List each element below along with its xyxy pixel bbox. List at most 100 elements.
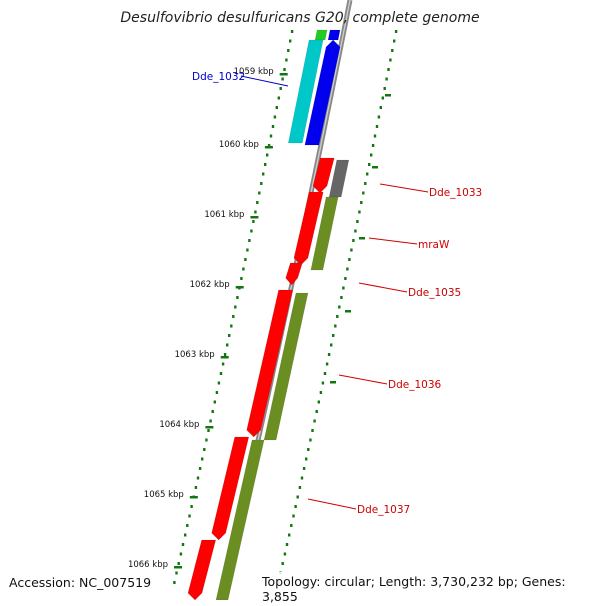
gc-skew-track-outer (354, 229, 357, 233)
gc-skew-track-outer (307, 448, 310, 451)
scale-label: 1063 kbp (175, 350, 215, 360)
gc-skew-track-outer (332, 334, 335, 337)
gc-skew-track-inner (277, 96, 280, 100)
scale-label: 1061 kbp (204, 210, 244, 220)
gene-label-dde-1032: Dde_1032 (192, 71, 245, 83)
gc-skew-track-outer (377, 115, 381, 119)
gc-skew-track-inner (211, 410, 214, 413)
gc-skew-track-outer (296, 495, 299, 499)
genome-summary-label: Topology: circular; Length: 3,730,232 bp… (258, 572, 600, 606)
cog-feature-cyan (287, 39, 324, 144)
cds-feature-next (187, 539, 217, 600)
gc-skew-track-inner (275, 106, 278, 109)
gc-skew-track-outer (290, 524, 293, 527)
scale-tick (220, 356, 229, 359)
gc-skew-track-outer (394, 30, 398, 33)
gc-skew-track-inner (184, 533, 187, 537)
cds-feature-dde-1032 (304, 39, 341, 146)
gc-skew-track-inner (198, 467, 202, 470)
cds-feature-dde-1035 (285, 262, 303, 286)
gc-skew-track-inner (273, 115, 277, 119)
gc-skew-track-inner (271, 125, 275, 128)
gc-skew-track-inner (215, 391, 219, 394)
gc-skew-track-outer (370, 153, 373, 157)
gc-skew-track-outer (389, 58, 392, 62)
gc-skew-track-inner (252, 220, 255, 223)
gc-skew-track-inner (228, 334, 231, 337)
gc-skew-track-inner (207, 429, 210, 432)
gc-skew-track-outer (387, 68, 390, 71)
scale-label: 1062 kbp (190, 280, 230, 290)
scale-label: 1066 kbp (128, 560, 168, 570)
scale-label: 1065 kbp (144, 490, 184, 500)
gc-skew-track-outer (327, 353, 331, 356)
gc-skew-track-inner (287, 49, 290, 52)
cog-feature-olive-1037 (215, 439, 265, 600)
gc-skew-track-inner (230, 324, 233, 328)
gc-skew-track-inner (244, 258, 247, 261)
gc-skew-track-inner (283, 68, 286, 71)
scale-tick (264, 146, 273, 149)
gc-skew-track-outer (319, 391, 323, 394)
cog-feature-blue (327, 29, 341, 41)
scale-tick (174, 566, 183, 569)
gc-skew-track-outer (383, 87, 386, 90)
scale-tick (235, 286, 244, 289)
gc-peak-mark (345, 310, 351, 313)
gc-skew-track-outer (315, 410, 318, 413)
gc-skew-track-inner (217, 381, 221, 385)
gc-skew-track-outer (391, 49, 394, 52)
gc-skew-track-inner (264, 163, 267, 166)
gc-skew-track-outer (358, 210, 361, 214)
gene-label-dde-1037: Dde_1037 (357, 504, 410, 516)
gc-skew-track-inner (190, 505, 193, 508)
gc-skew-track-inner (177, 562, 180, 565)
gc-skew-track-outer (323, 372, 327, 375)
gc-skew-track-inner (201, 457, 204, 461)
gc-skew-track-inner (196, 476, 200, 480)
gc-skew-track-inner (246, 248, 249, 252)
scale-tick (189, 496, 198, 499)
scale-tick (279, 73, 288, 76)
gc-skew-track-inner (232, 315, 235, 318)
gc-skew-track-inner (262, 172, 265, 176)
gc-skew-track-outer (330, 343, 333, 347)
gc-skew-track-outer (346, 267, 349, 271)
gc-skew-track-inner (205, 438, 208, 442)
gc-peak-mark (359, 237, 365, 240)
scale-label: 1060 kbp (219, 140, 259, 150)
gc-skew-track-inner (219, 372, 223, 375)
gc-skew-track-outer (294, 505, 297, 508)
gc-skew-track-inner (213, 400, 216, 404)
gc-skew-track-inner (234, 305, 237, 309)
gc-skew-track-outer (393, 39, 396, 43)
gc-skew-track-outer (317, 400, 320, 404)
gc-skew-track-inner (254, 210, 257, 214)
gc-skew-track-inner (188, 514, 191, 518)
gc-skew-track-outer (362, 191, 365, 195)
gc-skew-track-outer (340, 296, 343, 299)
cog-feature-olive-mraw (310, 196, 339, 271)
map-title: Desulfovibrio desulfuricans G20, complet… (120, 10, 480, 26)
gc-skew-track-inner (223, 353, 227, 356)
cds-feature-mraw (293, 191, 324, 266)
gene-label-dde-1037-leader (307, 498, 357, 510)
gene-label-dde-1035: Dde_1035 (408, 287, 461, 299)
cog-feature-olive-1036 (263, 292, 309, 441)
gene-label-dde-1035-leader (358, 282, 408, 293)
gc-skew-track-outer (285, 543, 289, 546)
gc-skew-track-outer (381, 96, 384, 100)
cds-feature-dde-1037 (211, 436, 250, 541)
gene-label-dde-1036-leader (338, 374, 388, 385)
gc-skew-track-outer (336, 315, 339, 318)
gc-skew-track-inner (240, 277, 243, 280)
gene-label-dde-1032-leader (240, 75, 289, 87)
gc-skew-track-outer (298, 486, 302, 489)
gc-skew-track-inner (267, 144, 271, 147)
gene-label-dde-1033-leader (379, 183, 429, 193)
scale-label: 1059 kbp (234, 67, 274, 77)
gc-skew-track-inner (236, 296, 239, 299)
gc-skew-track-outer (292, 514, 295, 518)
gc-skew-track-inner (269, 134, 273, 138)
gc-skew-track-outer (302, 467, 306, 470)
